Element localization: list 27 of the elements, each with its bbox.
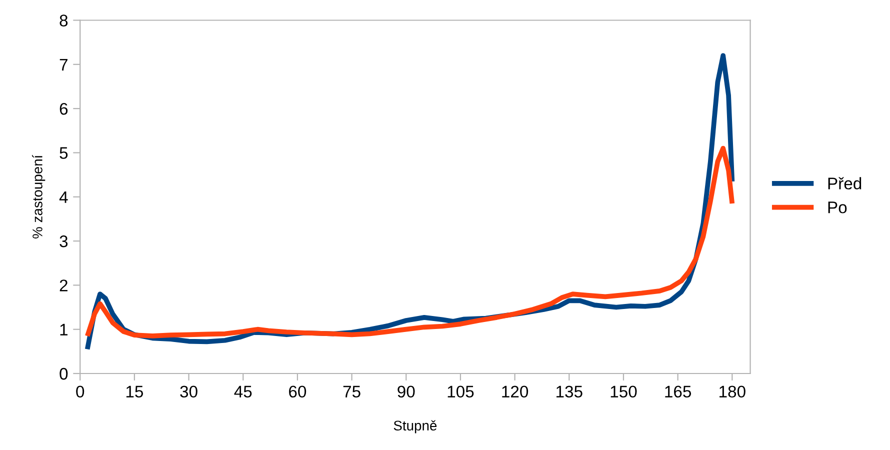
y-tick-label: 8 <box>60 14 68 26</box>
x-tick-label: 15 <box>126 386 144 398</box>
legend-label: Po <box>828 202 847 214</box>
x-tick-label: 120 <box>502 386 528 398</box>
x-tick-label: 105 <box>448 386 474 398</box>
y-tick-label: 5 <box>60 147 68 159</box>
y-tick-label: 0 <box>60 368 68 380</box>
y-tick-label: 1 <box>60 324 68 336</box>
x-axis-title: Stupně <box>394 420 437 434</box>
x-tick-label: 150 <box>610 386 637 398</box>
x-tick-label: 30 <box>180 386 198 398</box>
x-tick-label: 0 <box>76 386 84 398</box>
x-tick-label: 165 <box>665 386 692 398</box>
y-tick-label: 6 <box>60 102 68 115</box>
legend-label: Před <box>828 177 862 190</box>
x-tick-label: 60 <box>289 386 306 398</box>
x-tick-label: 135 <box>556 386 582 398</box>
y-axis-title: % zastoupení <box>32 154 46 238</box>
x-tick-label: 45 <box>234 386 252 398</box>
x-tick-label: 180 <box>720 386 746 398</box>
y-tick-label: 2 <box>60 280 68 292</box>
line-series <box>84 146 735 338</box>
y-tick-label: 7 <box>60 58 68 70</box>
x-tick-label: 90 <box>398 386 415 398</box>
y-tick-label: 4 <box>59 191 68 203</box>
x-tick-label: 75 <box>343 386 360 398</box>
y-tick-label: 3 <box>60 235 68 248</box>
